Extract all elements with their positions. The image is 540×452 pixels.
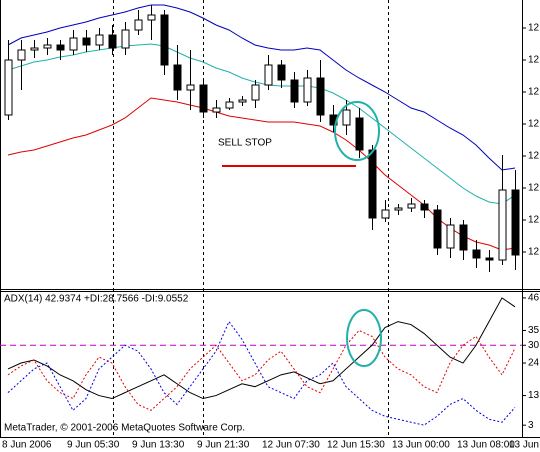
candle-body <box>511 189 520 256</box>
candle-body <box>368 149 377 219</box>
candle-body <box>342 109 351 126</box>
candle-body <box>160 14 169 66</box>
annotation: SELL STOP <box>218 138 272 149</box>
candle-body <box>212 107 221 113</box>
y-tick-label: 12 <box>528 119 540 130</box>
candle-body <box>394 207 403 211</box>
candle-body <box>355 117 364 151</box>
candle-body <box>446 224 455 249</box>
y-tick-label: 3 <box>528 420 534 431</box>
y-tick-label: 12 <box>528 55 540 66</box>
candle-body <box>277 64 286 81</box>
x-tick-label: 12 Jun 15:30 <box>327 440 385 451</box>
x-tick-label: 13 Jun <box>509 440 539 451</box>
highlight-circle <box>334 101 380 161</box>
candle-body <box>30 47 39 51</box>
candle-body <box>82 37 91 46</box>
candle-body <box>121 29 130 49</box>
candle-body <box>17 49 26 61</box>
x-tick-label: 12 Jun 07:30 <box>262 440 320 451</box>
y-tick-label: 24 <box>528 358 540 369</box>
candle-body <box>56 44 65 51</box>
x-tick-label: 13 Jun 08:00 <box>457 440 515 451</box>
indicator-line <box>7 329 516 411</box>
indicator-line <box>7 43 516 205</box>
candle-body <box>43 44 52 49</box>
indicator-line <box>7 297 516 400</box>
candle-body <box>407 203 416 209</box>
indicator-line <box>7 4 516 171</box>
candle-body <box>69 37 78 51</box>
candle-body <box>199 84 208 113</box>
candle-body <box>4 59 13 116</box>
candle-body <box>225 101 234 109</box>
candle-body <box>303 77 312 103</box>
y-tick-label: 46 <box>528 293 540 304</box>
candle-body <box>498 189 507 261</box>
y-tick-label: 12 <box>528 247 540 258</box>
candle-body <box>381 209 390 219</box>
candle-body <box>95 34 104 46</box>
candle-body <box>134 19 143 31</box>
candle-body <box>147 14 156 21</box>
y-tick-label: 12 <box>528 183 540 194</box>
candle-body <box>459 224 468 251</box>
indicator-line <box>7 320 516 426</box>
y-tick-label: 12 <box>528 23 540 34</box>
candle-body <box>472 249 481 259</box>
x-tick-label: 13 Jun 00:00 <box>392 440 450 451</box>
indicator-line <box>7 97 516 251</box>
candle-body <box>420 203 429 211</box>
candle-body <box>433 209 442 249</box>
candle-body <box>485 257 494 261</box>
y-tick-label: 35 <box>528 325 540 336</box>
candle-body <box>264 64 273 86</box>
y-tick-label: 13 <box>528 390 540 401</box>
x-tick-label: 9 Jun 13:30 <box>132 440 185 451</box>
candle-body <box>316 77 325 116</box>
candle-body <box>173 64 182 91</box>
y-tick-label: 12 <box>528 215 540 226</box>
candle-body <box>108 34 117 49</box>
candle-body <box>251 84 260 101</box>
candle-body <box>186 84 195 91</box>
indicator-label: ADX(14) 42.9374 +DI:28.7566 -DI:9.0552 <box>4 294 189 305</box>
candle-body <box>238 99 247 103</box>
x-tick-label: 9 Jun 05:30 <box>67 440 120 451</box>
watermark: MetaTrader, © 2001-2006 MetaQuotes Softw… <box>4 423 245 434</box>
x-tick-label: 8 Jun 2006 <box>2 440 52 451</box>
candle-body <box>290 79 299 103</box>
y-tick-label: 12 <box>528 151 540 162</box>
highlight-circle <box>346 309 382 367</box>
x-tick-label: 9 Jun 21:30 <box>197 440 250 451</box>
y-tick-label: 30 <box>528 340 540 351</box>
plot: 12 12 12 12 12 12 12 12 SELL STOP 8 Jun 2006 9 Jun… <box>0 4 540 451</box>
y-tick-label: 12 <box>528 87 540 98</box>
